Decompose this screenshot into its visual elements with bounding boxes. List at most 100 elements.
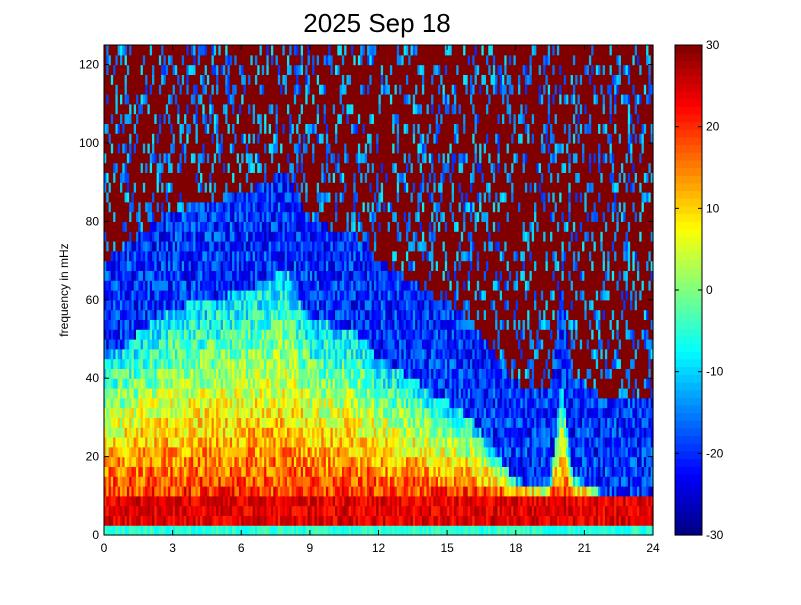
heatmap-cell: [204, 299, 208, 311]
heatmap-cell: [179, 427, 183, 438]
heatmap-cell: [216, 192, 219, 203]
heatmap-cell: [261, 250, 265, 262]
heatmap-cell: [261, 201, 265, 213]
heatmap-cell: [305, 152, 309, 164]
heatmap-cell: [204, 397, 208, 409]
heatmap-cell: [193, 378, 197, 389]
heatmap-cell: [174, 368, 178, 379]
heatmap-cell: [174, 103, 178, 115]
heatmap-cell: [248, 388, 251, 399]
heatmap-cell: [250, 45, 254, 56]
heatmap-cell: [165, 54, 169, 66]
heatmap-cell: [138, 45, 142, 56]
heatmap-cell: [104, 329, 107, 340]
heatmap-cell: [186, 427, 190, 438]
heatmap-cell: [184, 162, 187, 173]
heatmap-cell: [268, 417, 272, 428]
heatmap-cell: [257, 152, 261, 164]
heatmap-cell: [177, 133, 181, 144]
heatmap-cell: [229, 397, 233, 409]
heatmap-cell: [172, 143, 176, 154]
heatmap-cell: [115, 329, 119, 340]
heatmap-cell: [154, 211, 158, 222]
heatmap-cell: [305, 280, 309, 291]
heatmap-cell: [280, 103, 284, 115]
heatmap-cell: [232, 515, 235, 526]
heatmap-cell: [131, 515, 135, 526]
heatmap-cell: [147, 143, 151, 154]
heatmap-cell: [172, 437, 176, 448]
heatmap-cell: [307, 172, 311, 183]
heatmap-cell: [296, 182, 300, 193]
heatmap-cell: [190, 515, 194, 526]
heatmap-cell: [145, 280, 149, 291]
heatmap-cell: [147, 162, 151, 173]
heatmap-cell: [257, 241, 261, 252]
heatmap-cell: [303, 388, 306, 399]
heatmap-cell: [238, 201, 242, 213]
heatmap-cell: [165, 525, 169, 536]
heatmap-cell: [190, 231, 194, 242]
heatmap-cell: [136, 466, 139, 477]
heatmap-cell: [213, 45, 217, 56]
heatmap-cell: [158, 260, 162, 271]
heatmap-cell: [227, 388, 231, 399]
heatmap-cell: [136, 211, 139, 222]
heatmap-cell: [305, 260, 309, 271]
heatmap-cell: [307, 515, 311, 526]
heatmap-cell: [293, 378, 297, 389]
heatmap-cell: [186, 466, 190, 477]
heatmap-cell: [138, 368, 142, 379]
heatmap-cell: [236, 319, 240, 330]
heatmap-cell: [270, 280, 274, 291]
heatmap-cell: [273, 270, 277, 281]
heatmap-cell: [142, 172, 146, 183]
heatmap-cell: [236, 123, 240, 134]
heatmap-cell: [145, 172, 149, 183]
heatmap-cell: [273, 133, 277, 144]
heatmap-cell: [213, 182, 217, 193]
heatmap-cell: [309, 260, 313, 271]
heatmap-cell: [122, 456, 126, 467]
heatmap-cell: [170, 378, 174, 389]
heatmap-cell: [156, 358, 160, 369]
heatmap-cell: [129, 103, 133, 115]
heatmap-cell: [273, 45, 277, 56]
heatmap-cell: [145, 45, 149, 56]
heatmap-cell: [145, 319, 149, 330]
heatmap-cell: [188, 192, 192, 203]
heatmap-cell: [236, 368, 240, 379]
heatmap-cell: [284, 270, 288, 281]
heatmap-cell: [158, 329, 162, 340]
heatmap-cell: [202, 417, 206, 428]
heatmap-cell: [238, 407, 242, 418]
heatmap-cell: [131, 103, 135, 115]
heatmap-cell: [238, 182, 242, 193]
heatmap-cell: [280, 74, 284, 85]
heatmap-cell: [236, 446, 240, 458]
heatmap-cell: [115, 456, 119, 467]
heatmap-cell: [254, 515, 258, 526]
heatmap-cell: [129, 446, 133, 458]
heatmap-cell: [138, 64, 142, 75]
heatmap-cell: [174, 299, 178, 311]
heatmap-cell: [163, 417, 167, 428]
heatmap-cell: [140, 64, 144, 75]
heatmap-cell: [165, 221, 169, 232]
heatmap-cell: [117, 280, 121, 291]
heatmap-cell: [138, 388, 142, 399]
heatmap-cell: [277, 221, 281, 232]
heatmap-cell: [186, 378, 190, 389]
heatmap-cell: [213, 172, 217, 183]
heatmap-cell: [188, 260, 192, 271]
heatmap-cell: [225, 172, 229, 183]
heatmap-cell: [307, 94, 311, 105]
heatmap-cell: [309, 348, 313, 360]
heatmap-cell: [124, 329, 128, 340]
heatmap-cell: [268, 64, 272, 75]
heatmap-cell: [149, 270, 153, 281]
heatmap-cell: [184, 250, 187, 262]
heatmap-cell: [145, 456, 149, 467]
heatmap-cell: [165, 290, 169, 301]
heatmap-cell: [225, 319, 229, 330]
